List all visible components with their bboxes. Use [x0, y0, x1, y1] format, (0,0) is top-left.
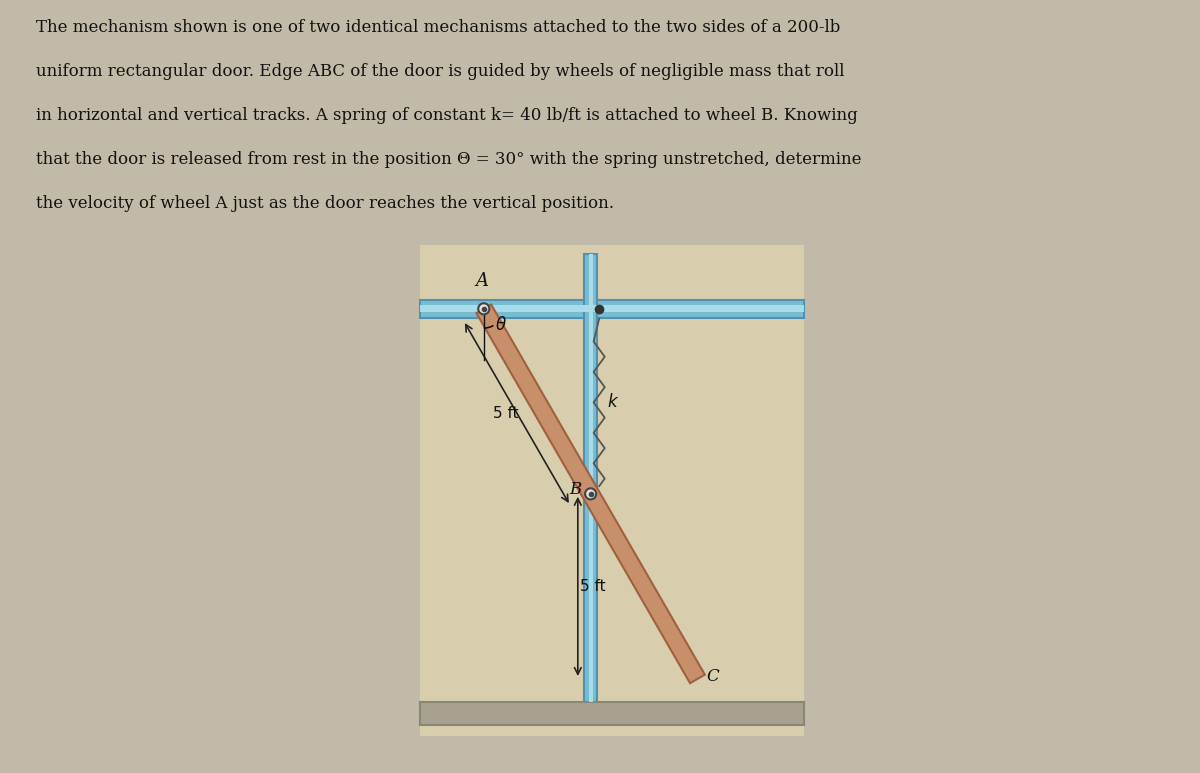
Text: θ: θ: [496, 316, 505, 334]
Bar: [589, 254, 593, 702]
Text: in horizontal and vertical tracks. A spring of constant k= 40 lb/ft is attached : in horizontal and vertical tracks. A spr…: [36, 107, 858, 124]
Bar: [420, 300, 804, 318]
Text: the velocity of wheel A just as the door reaches the vertical position.: the velocity of wheel A just as the door…: [36, 195, 614, 212]
Circle shape: [479, 303, 490, 315]
Text: C: C: [706, 669, 719, 686]
Circle shape: [586, 489, 596, 499]
Bar: [584, 254, 598, 702]
Polygon shape: [476, 305, 704, 683]
Text: 5 ft: 5 ft: [580, 579, 606, 594]
Text: k: k: [607, 393, 617, 411]
Text: A: A: [475, 271, 488, 290]
Text: uniform rectangular door. Edge ABC of the door is guided by wheels of negligible: uniform rectangular door. Edge ABC of th…: [36, 63, 845, 80]
Bar: [420, 305, 804, 312]
Text: 5 ft: 5 ft: [493, 406, 518, 421]
Text: that the door is released from rest in the position Θ = 30° with the spring unst: that the door is released from rest in t…: [36, 151, 862, 168]
Text: The mechanism shown is one of two identical mechanisms attached to the two sides: The mechanism shown is one of two identi…: [36, 19, 840, 36]
Bar: [420, 702, 804, 726]
Text: B: B: [570, 481, 582, 498]
